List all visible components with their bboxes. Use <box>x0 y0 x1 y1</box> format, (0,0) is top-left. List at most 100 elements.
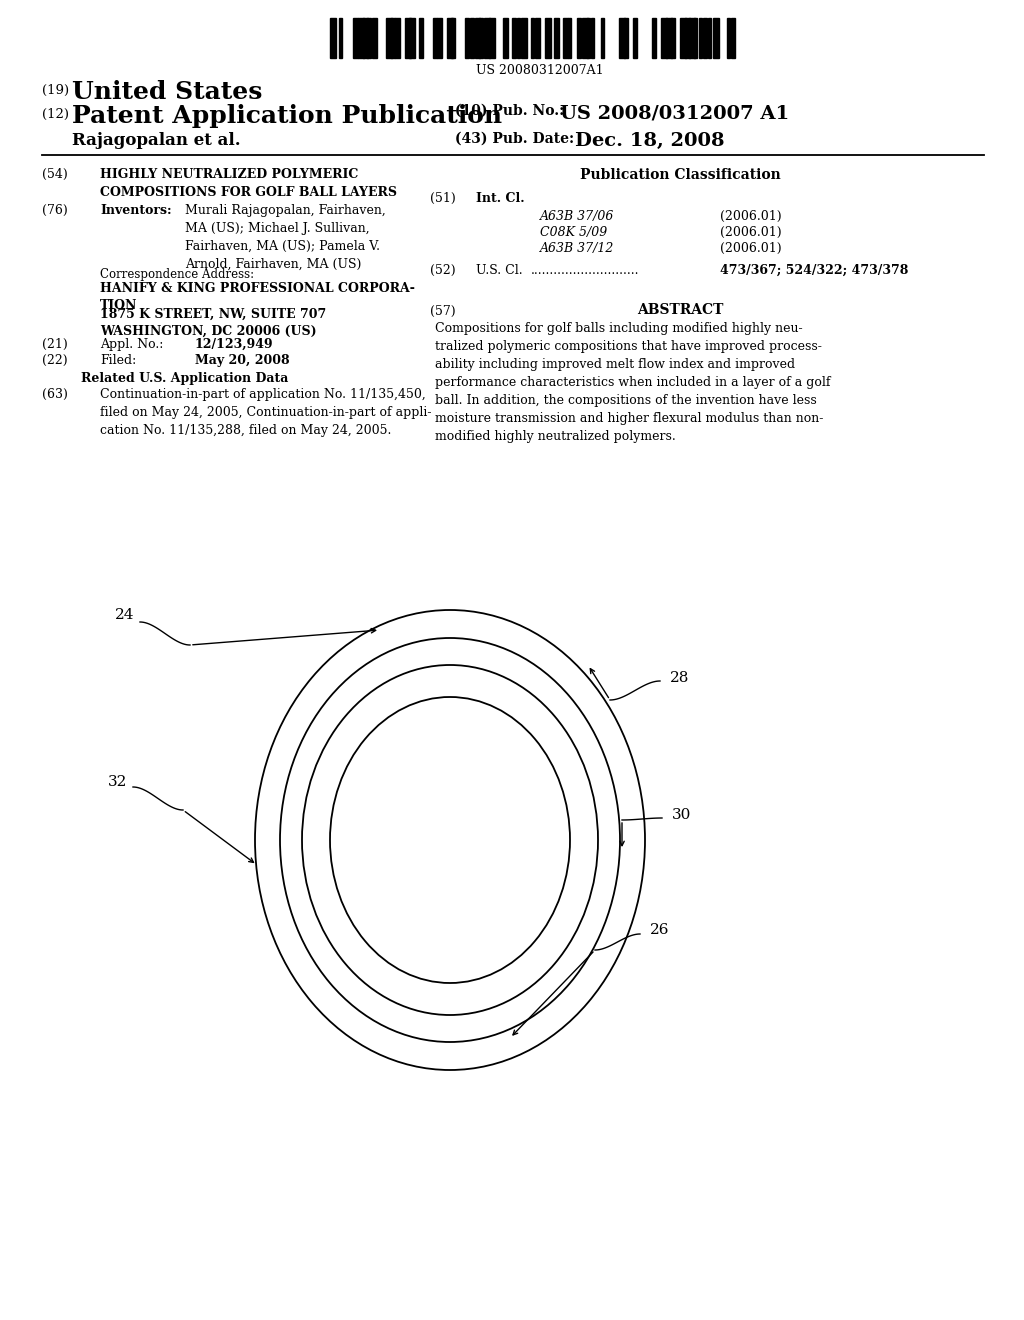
Text: Correspondence Address:: Correspondence Address: <box>100 268 254 281</box>
Bar <box>503 18 509 58</box>
Bar <box>419 18 423 58</box>
Text: (43) Pub. Date:: (43) Pub. Date: <box>455 132 574 147</box>
Text: Filed:: Filed: <box>100 354 136 367</box>
Text: (2006.01): (2006.01) <box>720 226 781 239</box>
Text: (2006.01): (2006.01) <box>720 210 781 223</box>
Text: Publication Classification: Publication Classification <box>580 168 780 182</box>
Text: Appl. No.:: Appl. No.: <box>100 338 164 351</box>
Text: Inventors:: Inventors: <box>100 205 172 216</box>
Text: Dec. 18, 2008: Dec. 18, 2008 <box>575 132 725 150</box>
Bar <box>404 18 411 58</box>
Bar <box>339 18 342 58</box>
Bar <box>591 18 594 58</box>
Text: 30: 30 <box>672 808 691 822</box>
Bar <box>568 18 571 58</box>
Text: 473/367; 524/322; 473/378: 473/367; 524/322; 473/378 <box>720 264 908 277</box>
Bar <box>671 18 675 58</box>
Bar <box>708 18 712 58</box>
Bar <box>470 18 474 58</box>
Bar <box>521 18 527 58</box>
Bar <box>353 18 358 58</box>
Text: (51): (51) <box>430 191 456 205</box>
Bar <box>452 18 455 58</box>
Bar <box>484 18 489 58</box>
Text: 26: 26 <box>650 923 670 937</box>
Bar <box>620 18 625 58</box>
Text: (21): (21) <box>42 338 68 351</box>
Text: 28: 28 <box>670 671 689 685</box>
Bar <box>563 18 568 58</box>
Bar <box>391 18 395 58</box>
Bar <box>601 18 604 58</box>
Text: May 20, 2008: May 20, 2008 <box>195 354 290 367</box>
Text: Related U.S. Application Data: Related U.S. Application Data <box>81 372 289 385</box>
Bar <box>545 18 551 58</box>
Bar <box>662 18 668 58</box>
Bar <box>680 18 686 58</box>
Bar <box>479 18 482 58</box>
Text: 24: 24 <box>115 609 134 622</box>
Bar <box>512 18 516 58</box>
Bar <box>437 18 442 58</box>
Text: (63): (63) <box>42 388 68 401</box>
Text: (10) Pub. No.:: (10) Pub. No.: <box>455 104 564 117</box>
Bar <box>685 18 690 58</box>
Bar <box>578 18 582 58</box>
Bar <box>410 18 415 58</box>
Text: (19): (19) <box>42 84 70 96</box>
Bar <box>446 18 453 58</box>
Bar <box>694 18 697 58</box>
Bar <box>368 18 371 58</box>
Text: US 20080312007A1: US 20080312007A1 <box>476 63 604 77</box>
Bar <box>703 18 708 58</box>
Text: 32: 32 <box>108 775 127 789</box>
Bar <box>713 18 719 58</box>
Text: (2006.01): (2006.01) <box>720 242 781 255</box>
Bar <box>488 18 495 58</box>
Bar <box>633 18 637 58</box>
Bar <box>731 18 735 58</box>
Text: Compositions for golf balls including modified highly neu-
tralized polymeric co: Compositions for golf balls including mo… <box>435 322 830 444</box>
Bar <box>433 18 437 58</box>
Bar <box>362 18 369 58</box>
Text: HANIFY & KING PROFESSIONAL CORPORA-
TION: HANIFY & KING PROFESSIONAL CORPORA- TION <box>100 282 415 312</box>
Text: (54): (54) <box>42 168 68 181</box>
Bar <box>358 18 364 58</box>
Text: (12): (12) <box>42 108 69 121</box>
Text: (76): (76) <box>42 205 68 216</box>
Bar <box>465 18 469 58</box>
Text: Continuation-in-part of application No. 11/135,450,
filed on May 24, 2005, Conti: Continuation-in-part of application No. … <box>100 388 431 437</box>
Text: (52): (52) <box>430 264 456 277</box>
Text: (22): (22) <box>42 354 68 367</box>
Bar <box>536 18 540 58</box>
Bar <box>517 18 520 58</box>
Bar <box>582 18 588 58</box>
Text: US 2008/0312007 A1: US 2008/0312007 A1 <box>560 104 790 121</box>
Text: Patent Application Publication: Patent Application Publication <box>72 104 502 128</box>
Bar <box>372 18 377 58</box>
Text: Murali Rajagopalan, Fairhaven,
MA (US); Michael J. Sullivan,
Fairhaven, MA (US);: Murali Rajagopalan, Fairhaven, MA (US); … <box>185 205 386 271</box>
Bar <box>386 18 392 58</box>
Bar <box>530 18 535 58</box>
Text: HIGHLY NEUTRALIZED POLYMERIC
COMPOSITIONS FOR GOLF BALL LAYERS: HIGHLY NEUTRALIZED POLYMERIC COMPOSITION… <box>100 168 397 199</box>
Text: C08K 5/09: C08K 5/09 <box>540 226 607 239</box>
Bar <box>554 18 559 58</box>
Text: U.S. Cl.: U.S. Cl. <box>476 264 522 277</box>
Bar <box>395 18 400 58</box>
Text: ............................: ............................ <box>531 264 640 277</box>
Bar <box>666 18 673 58</box>
Bar <box>624 18 629 58</box>
Text: (57): (57) <box>430 305 456 318</box>
Text: Rajagopalan et al.: Rajagopalan et al. <box>72 132 241 149</box>
Bar <box>330 18 336 58</box>
Bar <box>727 18 730 58</box>
Text: ABSTRACT: ABSTRACT <box>637 304 723 317</box>
Text: 12/123,949: 12/123,949 <box>195 338 273 351</box>
Text: United States: United States <box>72 81 262 104</box>
Text: A63B 37/06: A63B 37/06 <box>540 210 614 223</box>
Bar <box>652 18 655 58</box>
Text: A63B 37/12: A63B 37/12 <box>540 242 614 255</box>
Bar <box>698 18 702 58</box>
Bar <box>475 18 479 58</box>
Bar <box>587 18 590 58</box>
